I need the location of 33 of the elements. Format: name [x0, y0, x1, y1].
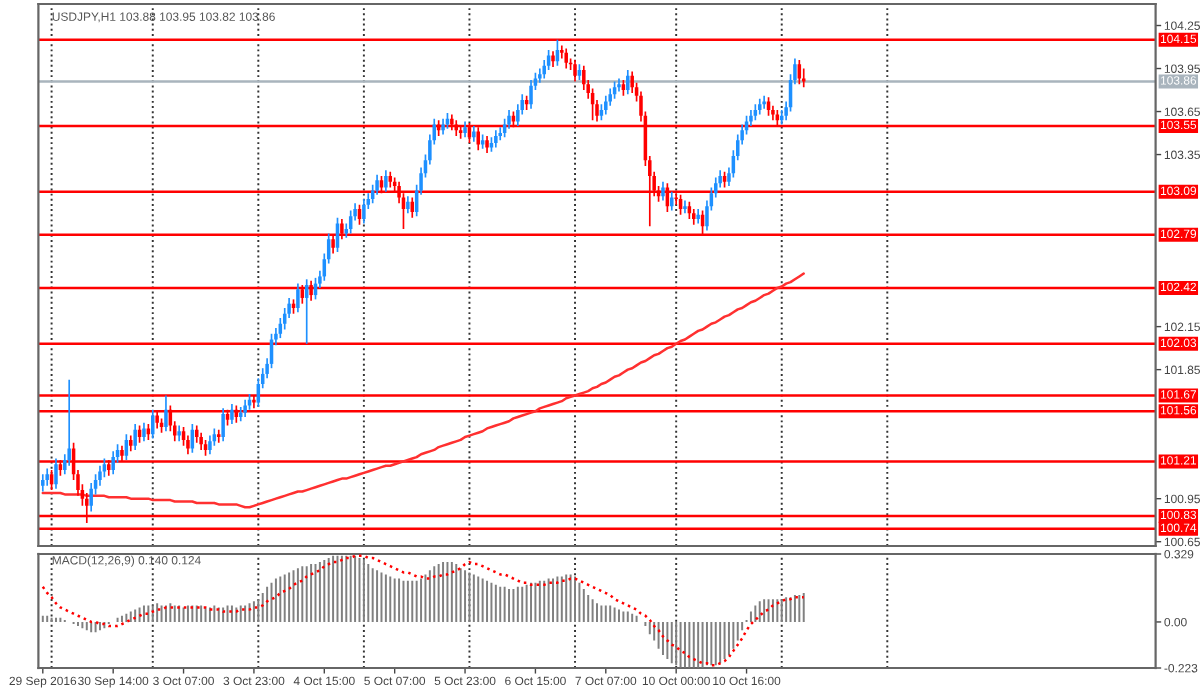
candlestick: [89, 482, 93, 513]
candlestick: [54, 457, 58, 490]
candlestick: [67, 378, 71, 467]
candlestick: [216, 429, 221, 444]
candlestick: [296, 282, 300, 314]
candlestick: [626, 69, 630, 96]
candlestick: [230, 403, 234, 425]
candlestick: [186, 434, 190, 456]
candlestick: [370, 183, 375, 205]
candlestick: [502, 117, 507, 139]
candlestick: [661, 180, 665, 202]
candlestick: [564, 47, 568, 70]
candlestick: [507, 109, 511, 130]
candlestick: [630, 70, 634, 94]
line-series: [41, 554, 805, 667]
candlestick: [208, 434, 212, 456]
candlestick: [683, 199, 687, 215]
candlestick: [98, 464, 102, 487]
line-series: [41, 272, 805, 509]
candlestick: [797, 59, 802, 86]
candlestick: [111, 450, 115, 476]
candlestick: [221, 407, 225, 443]
candlestick: [181, 426, 186, 447]
candlestick: [142, 421, 146, 443]
candlestick: [670, 191, 674, 212]
candlestick: [498, 126, 502, 142]
candlestick: [384, 169, 388, 193]
candlestick: [604, 94, 608, 116]
candlestick: [133, 423, 137, 451]
candlestick: [164, 394, 168, 433]
candlestick: [582, 64, 586, 91]
candlestick: [529, 79, 533, 110]
candlestick: [375, 173, 379, 196]
